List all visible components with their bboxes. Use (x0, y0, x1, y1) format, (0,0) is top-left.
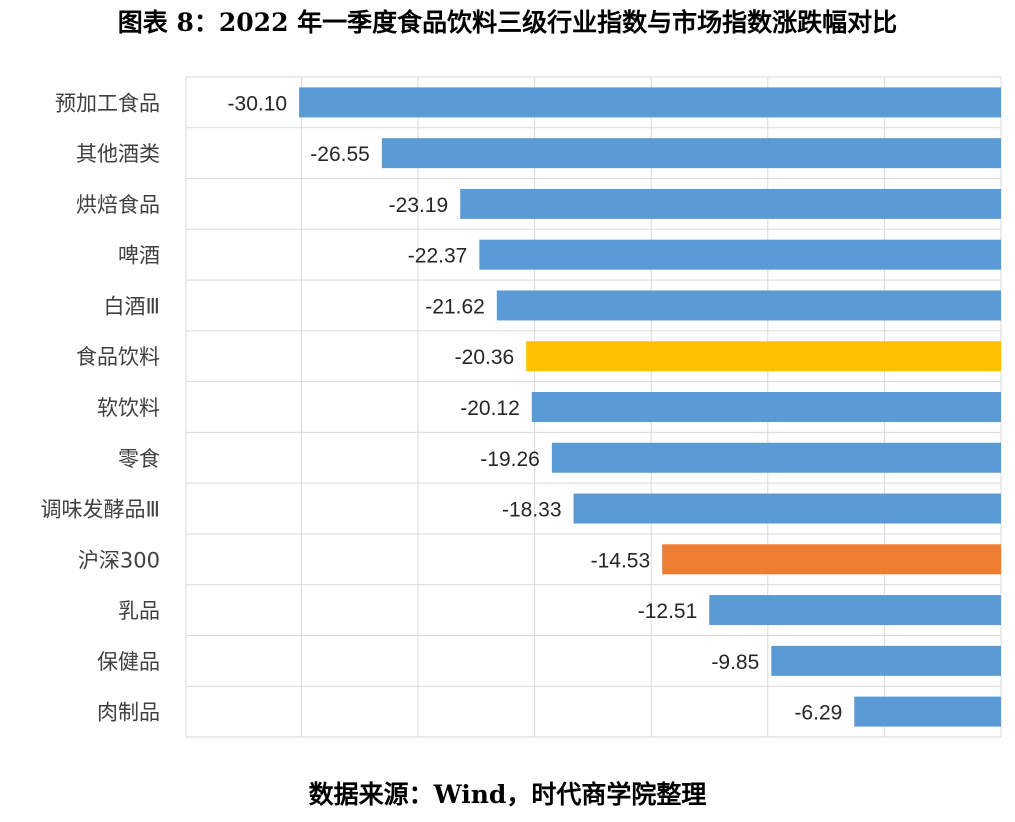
chart-title: 图表 8：2022 年一季度食品饮料三级行业指数与市场指数涨跌幅对比 (117, 8, 898, 37)
bar (771, 645, 1001, 676)
data-label: -22.37 (408, 245, 468, 268)
data-label: -23.19 (389, 194, 449, 217)
category-label: 啤酒 (118, 244, 160, 268)
bar (709, 595, 1001, 626)
data-label: -14.53 (591, 549, 651, 572)
data-label: -30.10 (228, 92, 288, 115)
bars (299, 87, 1001, 727)
category-label: 沪深300 (78, 548, 160, 572)
data-label: -12.51 (638, 600, 698, 623)
category-label: 零食 (118, 447, 160, 471)
category-label: 预加工食品 (55, 91, 160, 115)
bar (526, 341, 1001, 372)
category-label: 乳品 (118, 599, 160, 623)
category-label: 调味发酵品Ⅲ (41, 498, 160, 522)
bar (551, 442, 1001, 473)
data-label: -21.62 (425, 295, 485, 318)
data-label: -9.85 (711, 651, 759, 674)
data-label: -18.33 (502, 499, 562, 522)
bar (662, 544, 1001, 575)
category-label: 保健品 (97, 650, 160, 674)
bar (854, 696, 1001, 727)
bar (299, 87, 1001, 118)
category-label: 其他酒类 (76, 142, 160, 166)
category-label: 烘焙食品 (76, 193, 160, 217)
bar (531, 392, 1001, 422)
bar (460, 188, 1001, 219)
bar (381, 138, 1001, 169)
bar (496, 290, 1001, 321)
bar (573, 493, 1001, 524)
category-label: 软饮料 (97, 396, 160, 420)
data-label: -19.26 (480, 448, 540, 471)
category-label: 白酒Ⅲ (104, 294, 160, 318)
source-note: 数据来源：Wind，时代商学院整理 (308, 780, 707, 809)
data-label: -26.55 (310, 143, 370, 166)
data-label: -6.29 (794, 702, 842, 725)
data-labels: -30.10 -26.55 -23.19 -22.37 -21.62 -20.36 -20.… (228, 92, 843, 724)
category-label: 食品饮料 (76, 345, 160, 369)
data-label: -20.36 (455, 346, 515, 369)
category-label: 肉制品 (97, 701, 160, 725)
bar (479, 239, 1001, 270)
data-label: -20.12 (460, 397, 520, 420)
